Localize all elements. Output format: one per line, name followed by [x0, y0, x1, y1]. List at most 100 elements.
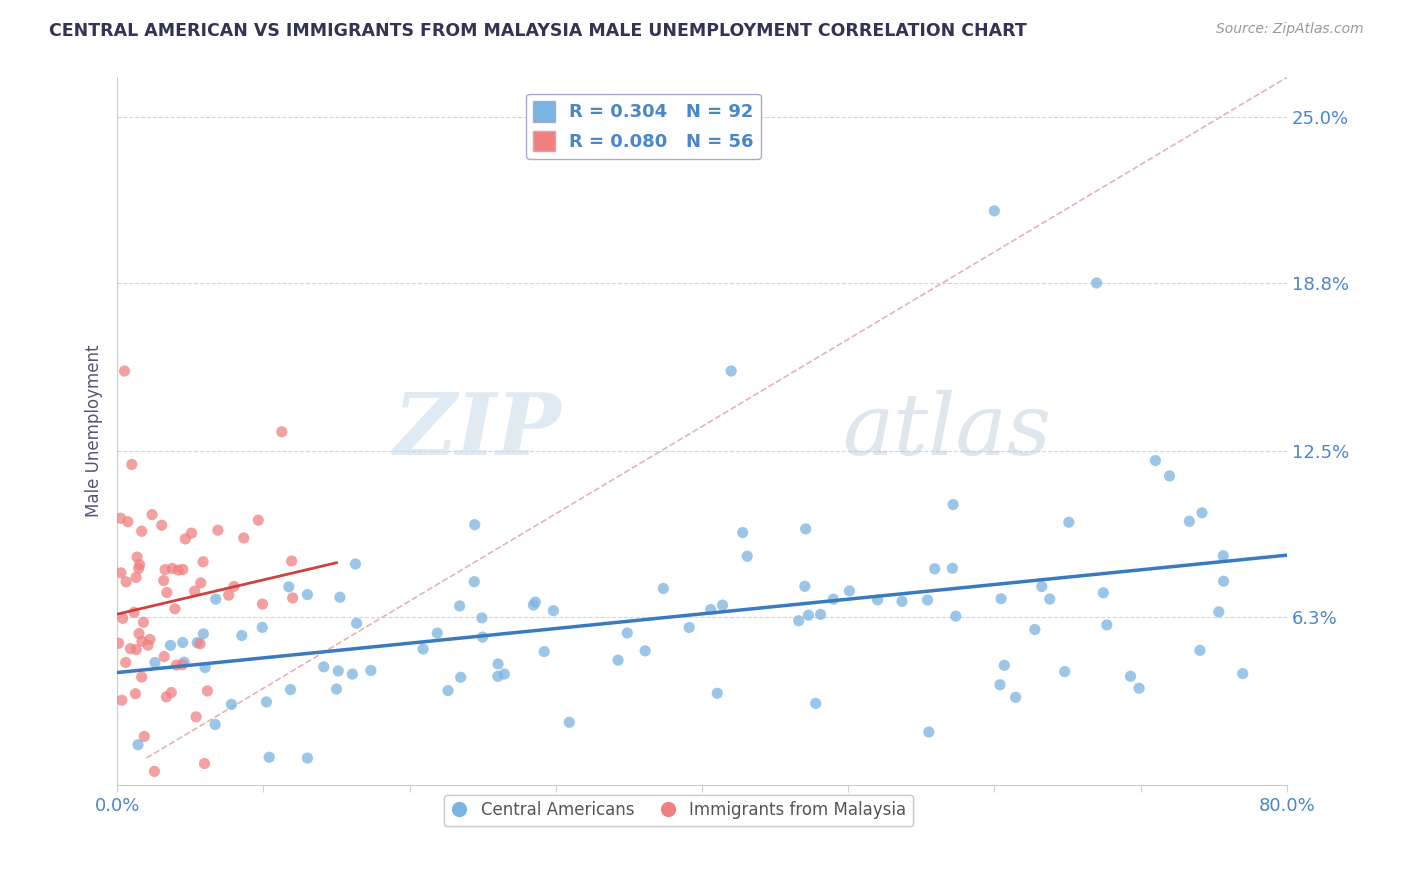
Point: [983, 203, 1005, 218]
Point: [165, 658, 187, 673]
Point: [412, 642, 434, 657]
Point: [699, 602, 721, 616]
Point: [128, 561, 150, 575]
Point: [207, 523, 229, 537]
Point: [120, 641, 142, 656]
Point: [486, 669, 509, 683]
Point: [1212, 549, 1234, 563]
Point: [110, 566, 132, 580]
Point: [127, 738, 149, 752]
Point: [794, 522, 817, 536]
Point: [838, 584, 860, 599]
Point: [342, 667, 364, 681]
Point: [522, 598, 544, 612]
Point: [184, 710, 207, 724]
Text: Source: ZipAtlas.com: Source: ZipAtlas.com: [1216, 22, 1364, 37]
Point: [270, 425, 292, 439]
Point: [652, 582, 675, 596]
Point: [678, 620, 700, 634]
Point: [107, 636, 129, 650]
Point: [163, 601, 186, 615]
Point: [152, 574, 174, 588]
Point: [297, 751, 319, 765]
Point: [1188, 643, 1211, 657]
Point: [990, 591, 1012, 606]
Point: [122, 605, 145, 619]
Text: atlas: atlas: [842, 390, 1052, 473]
Point: [464, 517, 486, 532]
Point: [1092, 586, 1115, 600]
Point: [793, 579, 815, 593]
Point: [254, 695, 277, 709]
Point: [917, 593, 939, 607]
Point: [117, 515, 139, 529]
Point: [204, 717, 226, 731]
Point: [471, 630, 494, 644]
Point: [110, 511, 132, 525]
Point: [797, 608, 820, 623]
Point: [222, 580, 245, 594]
Point: [114, 364, 136, 378]
Point: [204, 592, 226, 607]
Point: [471, 611, 494, 625]
Point: [1057, 515, 1080, 529]
Point: [136, 638, 159, 652]
Point: [1053, 665, 1076, 679]
Point: [558, 715, 581, 730]
Point: [449, 599, 471, 613]
Point: [183, 584, 205, 599]
Text: CENTRAL AMERICAN VS IMMIGRANTS FROM MALAYSIA MALE UNEMPLOYMENT CORRELATION CHART: CENTRAL AMERICAN VS IMMIGRANTS FROM MALA…: [49, 22, 1026, 40]
Point: [121, 458, 143, 472]
Point: [111, 611, 134, 625]
Point: [924, 562, 946, 576]
Point: [125, 550, 148, 565]
Point: [131, 670, 153, 684]
Point: [942, 498, 965, 512]
Point: [160, 561, 183, 575]
Point: [114, 656, 136, 670]
Point: [188, 637, 211, 651]
Y-axis label: Male Unemployment: Male Unemployment: [86, 345, 103, 517]
Point: [616, 626, 638, 640]
Point: [450, 670, 472, 684]
Point: [128, 558, 150, 572]
Point: [437, 683, 460, 698]
Point: [1232, 666, 1254, 681]
Point: [280, 682, 302, 697]
Point: [918, 725, 941, 739]
Point: [1144, 453, 1167, 467]
Point: [143, 656, 166, 670]
Point: [174, 532, 197, 546]
Point: [221, 698, 243, 712]
Point: [194, 660, 217, 674]
Point: [1024, 623, 1046, 637]
Point: [257, 750, 280, 764]
Point: [128, 626, 150, 640]
Point: [866, 592, 889, 607]
Point: [325, 681, 347, 696]
Point: [1004, 690, 1026, 705]
Point: [160, 685, 183, 699]
Point: [426, 626, 449, 640]
Point: [186, 635, 208, 649]
Point: [486, 657, 509, 671]
Point: [190, 576, 212, 591]
Point: [252, 620, 274, 634]
Point: [1031, 580, 1053, 594]
Point: [891, 594, 914, 608]
Legend: Central Americans, Immigrants from Malaysia: Central Americans, Immigrants from Malay…: [444, 795, 912, 826]
Point: [172, 657, 194, 672]
Point: [312, 660, 335, 674]
Point: [1039, 592, 1062, 607]
Point: [463, 574, 485, 589]
Point: [524, 595, 547, 609]
Point: [232, 531, 254, 545]
Point: [706, 686, 728, 700]
Point: [344, 557, 367, 571]
Point: [1095, 618, 1118, 632]
Point: [735, 549, 758, 564]
Point: [281, 591, 304, 605]
Point: [543, 604, 565, 618]
Point: [787, 614, 810, 628]
Point: [945, 609, 967, 624]
